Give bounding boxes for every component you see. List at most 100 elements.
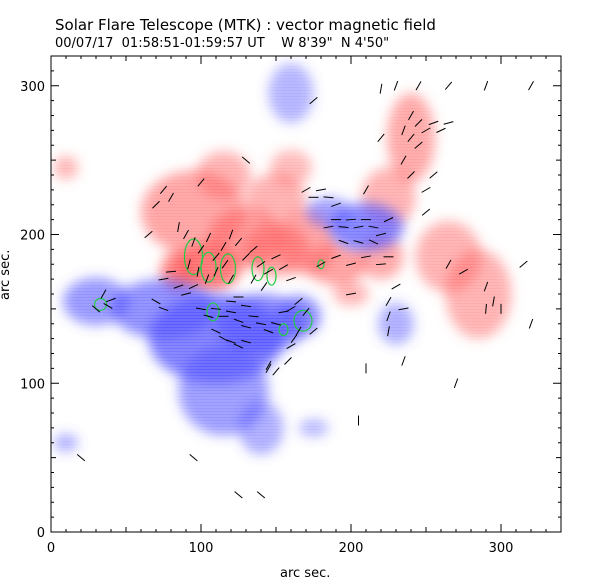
field-vector <box>485 303 487 314</box>
field-vector <box>302 307 310 317</box>
field-vector <box>203 314 214 319</box>
field-vector <box>385 296 392 307</box>
field-vector <box>221 259 229 269</box>
field-vector <box>492 296 495 307</box>
field-vector <box>152 200 160 209</box>
field-contour <box>206 302 220 322</box>
field-vector <box>100 289 107 299</box>
field-vector <box>159 185 168 195</box>
observation-time-range: 01:58:51-01:59:57 UT <box>121 36 265 51</box>
y-tick-label: 100 <box>20 377 45 392</box>
field-vector <box>443 121 454 125</box>
field-vector <box>197 178 205 187</box>
field-vector <box>242 252 250 261</box>
field-vector <box>407 133 415 142</box>
field-contour <box>266 266 277 286</box>
field-vector <box>387 326 390 337</box>
field-vector <box>250 274 257 284</box>
field-vector <box>376 232 386 237</box>
chart-title: Solar Flare Telescope (MTK) : vector mag… <box>55 16 436 34</box>
field-vector <box>255 322 267 326</box>
positive-field-region <box>306 243 366 286</box>
position-north: N 4'50" <box>340 36 390 51</box>
axes: 0 100 200 300 0 100 200 300 <box>20 55 562 556</box>
field-vector <box>421 208 431 216</box>
negative-field-region <box>268 63 314 123</box>
negative-field-region <box>298 418 329 437</box>
positive-field-region <box>54 155 78 180</box>
field-vector <box>249 245 258 253</box>
field-vector <box>271 254 281 260</box>
field-vector <box>414 119 423 127</box>
field-contour <box>93 297 108 311</box>
field-vector <box>483 281 489 292</box>
field-vector <box>187 259 191 270</box>
field-vector <box>106 297 116 303</box>
field-vector <box>256 260 266 268</box>
y-tick-label: 300 <box>20 80 45 95</box>
field-vector <box>278 264 289 271</box>
field-vector <box>272 367 280 376</box>
field-vector <box>377 133 385 142</box>
field-vector <box>196 266 200 277</box>
x-tick-label: 0 <box>47 541 55 556</box>
y-tick-label: 0 <box>37 526 45 541</box>
field-vector <box>528 81 534 91</box>
field-vector <box>428 120 439 126</box>
field-vector <box>346 262 356 267</box>
field-vector <box>210 307 222 310</box>
field-vector <box>286 343 296 349</box>
field-vector <box>260 282 268 291</box>
field-vector <box>76 454 86 462</box>
field-vector <box>401 356 406 366</box>
field-vector <box>197 244 205 254</box>
field-vector <box>271 321 281 326</box>
field-vector <box>383 217 394 223</box>
field-vector <box>345 218 357 221</box>
field-vector <box>233 318 244 323</box>
field-vector <box>353 240 364 244</box>
positive-field-region <box>196 151 251 199</box>
field-contour <box>219 253 237 285</box>
field-contour <box>200 251 217 283</box>
field-vector <box>189 454 198 462</box>
field-vector <box>256 491 266 499</box>
field-vector <box>204 274 210 284</box>
field-vector <box>391 283 401 290</box>
x-axis-label: arc sec. <box>280 566 331 581</box>
field-vector <box>188 283 199 290</box>
observation-date: 00/07/17 <box>55 36 114 51</box>
field-vector <box>353 225 364 229</box>
field-vector <box>379 83 383 94</box>
field-vector <box>228 274 234 284</box>
field-contour <box>251 256 265 282</box>
field-vector <box>234 491 243 499</box>
field-vector <box>183 229 189 240</box>
field-vector <box>458 268 469 275</box>
negative-field-region <box>54 433 78 452</box>
field-vector <box>225 310 237 314</box>
field-vector <box>151 298 161 305</box>
field-vector <box>309 327 318 335</box>
vector-layer <box>76 80 534 499</box>
y-tick-label: 200 <box>20 229 45 244</box>
field-vector <box>103 302 113 309</box>
field-vector <box>241 324 251 329</box>
field-vector <box>421 127 431 134</box>
field-vector <box>286 305 296 312</box>
field-contour <box>317 259 325 270</box>
x-tick-label: 100 <box>189 541 214 556</box>
field-vector <box>393 80 399 91</box>
field-vector <box>483 80 489 91</box>
field-vector <box>407 171 415 179</box>
field-vector <box>315 188 327 192</box>
field-vector <box>444 81 453 90</box>
field-vector <box>226 339 236 344</box>
field-vector <box>360 255 372 259</box>
field-vector <box>265 363 272 373</box>
field-contour <box>278 323 289 337</box>
field-vector <box>415 81 422 91</box>
field-vector <box>265 360 272 370</box>
field-vector <box>211 328 221 334</box>
field-vector <box>295 326 302 336</box>
